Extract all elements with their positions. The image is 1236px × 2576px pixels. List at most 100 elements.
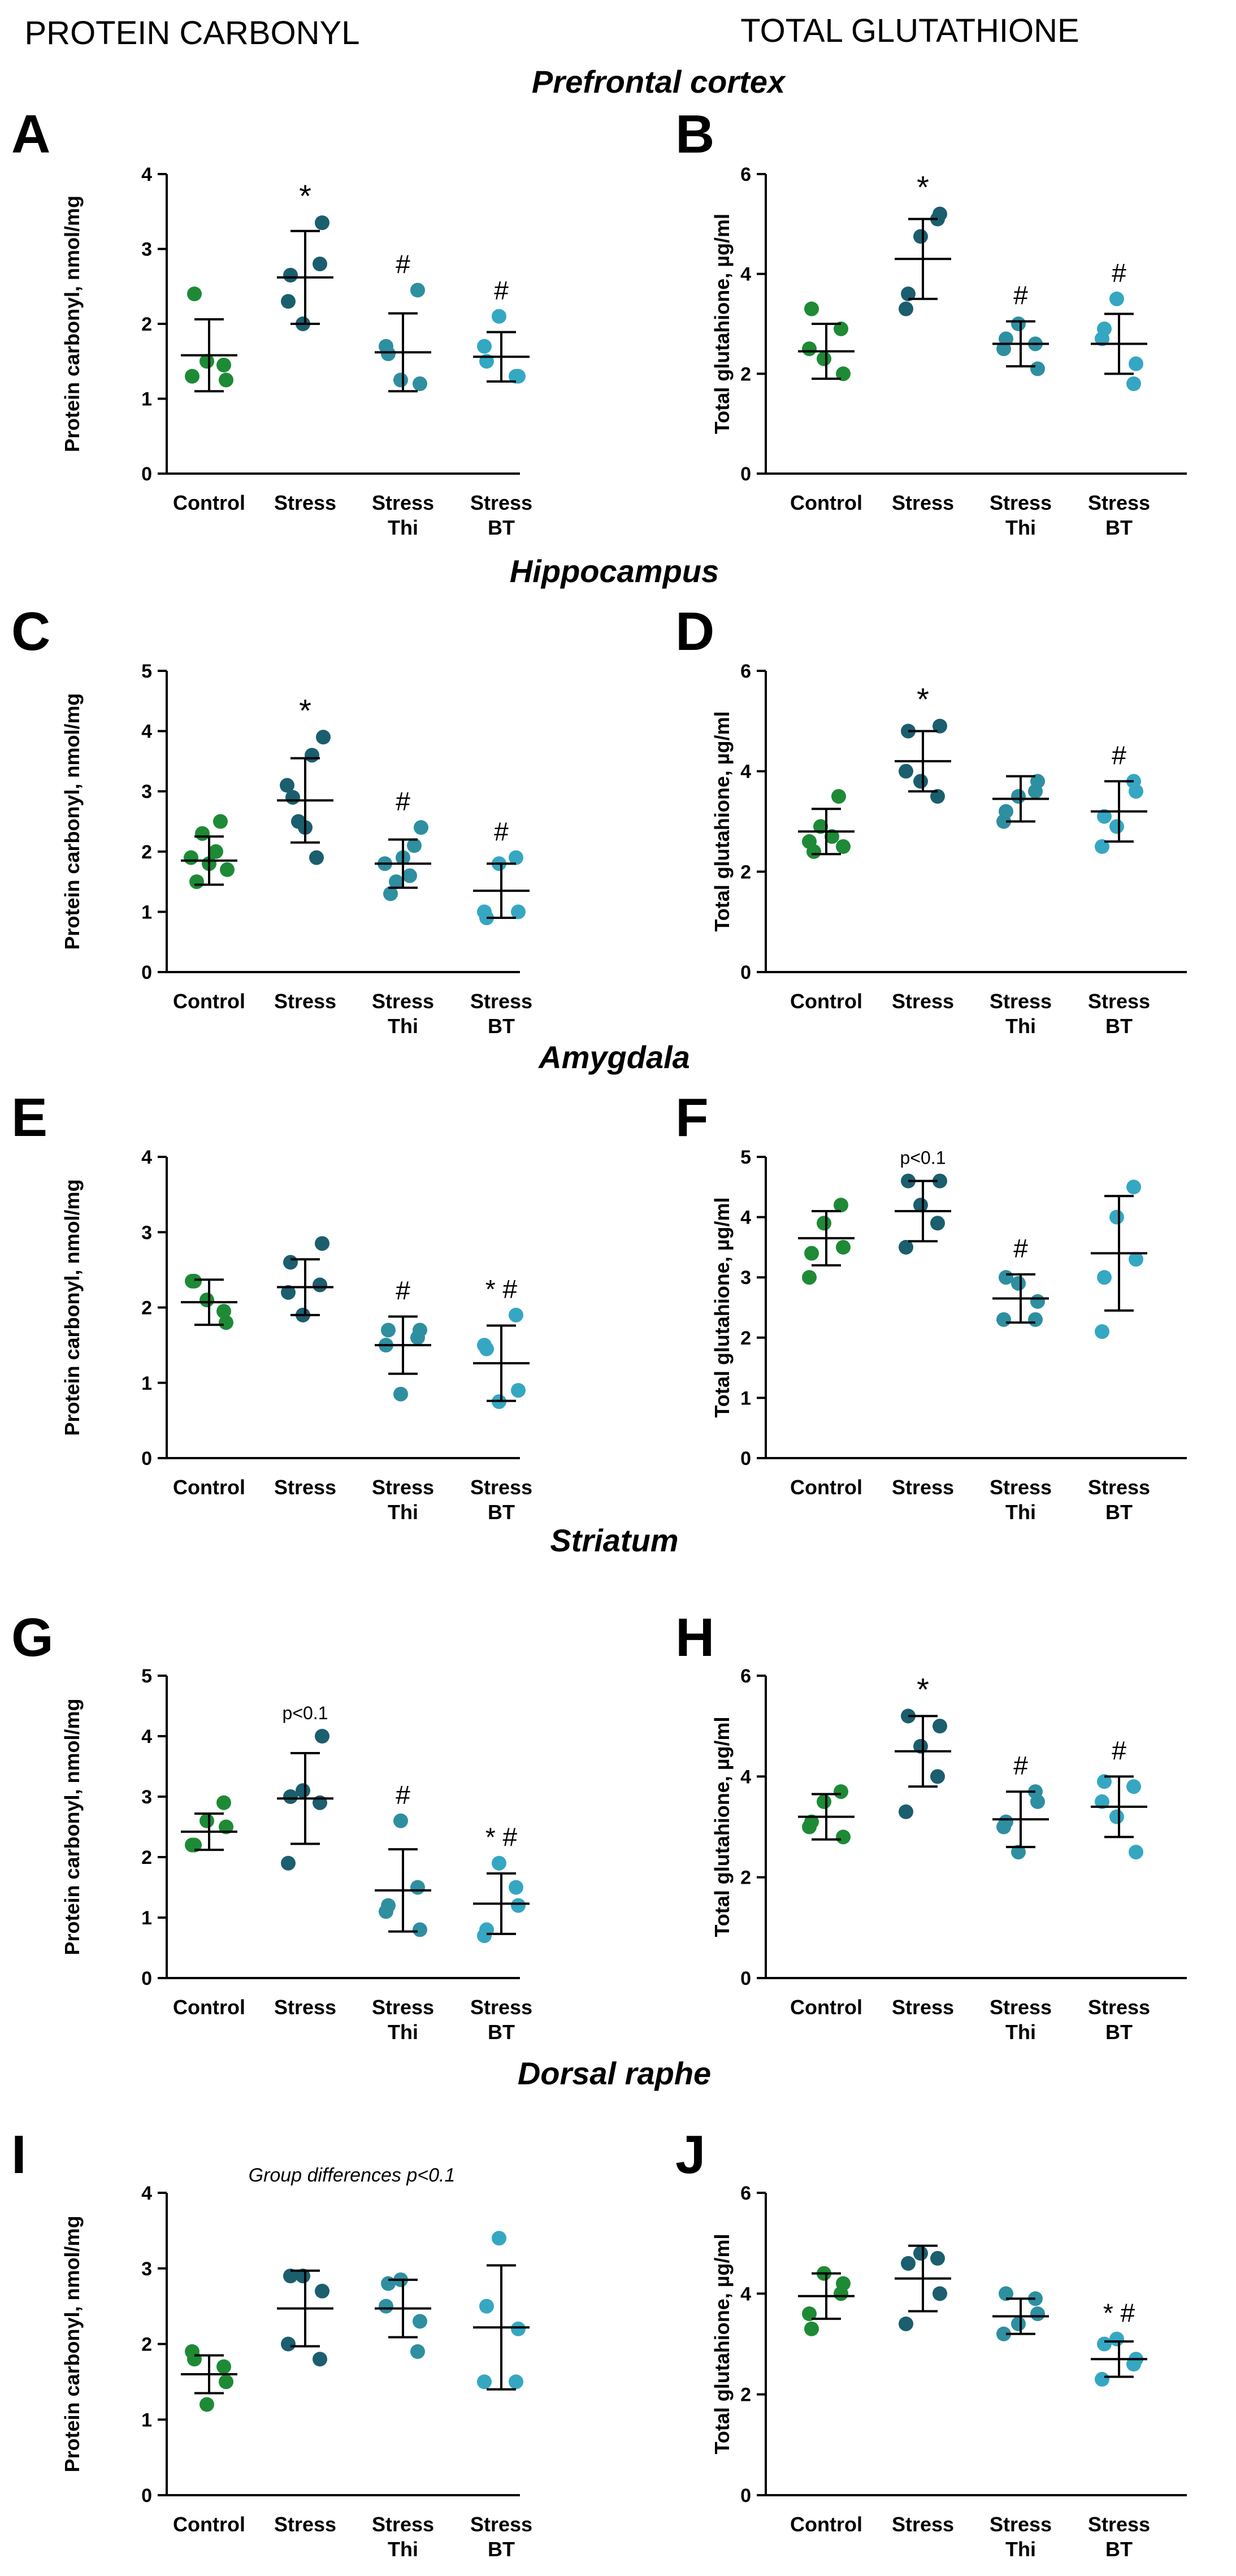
panel-letter-e: E	[11, 1087, 47, 1148]
data-point-stress-thi	[1030, 2306, 1045, 2321]
region-title-hippocampus: Hippocampus	[510, 553, 719, 589]
x-tick-label-stress-thi: Stress	[990, 1476, 1052, 1499]
data-point-stress-bt	[1097, 2336, 1112, 2352]
data-point-stress	[315, 1236, 329, 1251]
x-tick-label-control: Control	[173, 990, 245, 1013]
x-tick-label-stress-bt: Stress	[1088, 1476, 1150, 1499]
data-point-control	[195, 826, 210, 841]
x-tick-label-stress-bt: Stress	[1088, 1996, 1150, 2019]
data-point-stress-bt	[477, 2374, 492, 2389]
x-tick-label-stress: Stress	[274, 2513, 336, 2536]
x-tick-label-stress-bt: Stress	[470, 491, 532, 514]
x-tick-label-control: Control	[790, 2513, 862, 2536]
data-point-stress-bt	[1126, 2357, 1141, 2372]
x-tick-label-stress-thi: Stress	[372, 491, 434, 514]
data-point-stress-thi	[1028, 784, 1043, 799]
data-point-stress-thi	[410, 283, 425, 298]
x-tick-label-control: Control	[173, 2513, 245, 2536]
data-point-stress	[930, 1769, 945, 1784]
x-tick-label-control: Control	[790, 1996, 862, 2019]
data-point-stress-bt	[511, 1383, 526, 1398]
data-point-stress	[930, 1216, 945, 1231]
data-point-control	[184, 850, 198, 865]
data-point-stress	[281, 2336, 296, 2352]
data-point-stress-bt	[1095, 839, 1109, 854]
data-point-stress-thi	[996, 2326, 1011, 2341]
data-point-control	[806, 844, 821, 859]
data-point-stress-thi	[402, 868, 417, 883]
x-tick-label-stress: Stress	[274, 491, 336, 514]
data-point-stress-thi	[381, 346, 396, 361]
y-tick-label: 6	[740, 2183, 751, 2204]
y-tick-label: 2	[141, 314, 152, 335]
y-axis-label: Protein carbonyl, nmol/mg	[60, 1698, 84, 1955]
y-tick-label: 2	[141, 1847, 152, 1868]
data-point-control	[834, 2286, 848, 2301]
y-tick-label: 0	[740, 1968, 751, 1989]
data-point-stress-thi	[1011, 1276, 1026, 1291]
data-point-stress	[899, 301, 913, 316]
data-point-control	[804, 1246, 819, 1261]
significance-annotation-stress-bt: #	[1112, 258, 1126, 288]
significance-annotation-stress: *	[917, 682, 929, 717]
data-point-stress-bt	[1109, 2331, 1124, 2347]
panel-letter-g: G	[11, 1607, 54, 1668]
data-point-stress	[913, 1738, 928, 1754]
y-tick-label: 4	[141, 721, 152, 743]
x-tick-label-stress-thi: Stress	[990, 491, 1052, 514]
data-point-stress-thi	[999, 1814, 1013, 1829]
significance-annotation-stress-thi: #	[396, 1276, 410, 1305]
y-tick-label: 4	[141, 2183, 152, 2204]
data-point-control	[804, 2321, 819, 2336]
data-point-stress	[281, 1285, 296, 1300]
significance-annotation-stress-thi: #	[1013, 1751, 1028, 1780]
y-axis-label: Protein carbonyl, nmol/mg	[60, 1179, 84, 1436]
data-point-stress	[305, 748, 319, 763]
significance-annotation-stress-thi: #	[396, 249, 410, 279]
x-tick-label-stress-bt: BT	[1105, 2020, 1133, 2044]
significance-annotation-stress: p<0.1	[900, 1148, 946, 1168]
data-point-control	[213, 814, 228, 829]
data-point-control	[836, 1829, 851, 1845]
y-tick-label: 4	[740, 2283, 751, 2305]
data-point-control	[200, 1813, 214, 1828]
y-axis-label: Total glutahione, µg/ml	[710, 1197, 734, 1417]
data-point-stress-thi	[410, 2344, 425, 2359]
data-point-stress-thi	[381, 2276, 396, 2291]
data-point-control	[834, 1784, 848, 1799]
x-tick-label-stress: Stress	[892, 2513, 954, 2536]
data-point-control	[200, 2397, 214, 2412]
data-point-stress	[281, 294, 296, 309]
significance-annotation-stress: *	[299, 178, 311, 214]
x-tick-label-stress-bt: Stress	[470, 2513, 532, 2536]
y-tick-label: 4	[141, 1147, 152, 1168]
data-point-stress-bt	[492, 1855, 506, 1871]
data-point-stress-thi	[1028, 1312, 1043, 1327]
data-point-control	[200, 354, 214, 369]
x-tick-label-stress-thi: Thi	[388, 2020, 418, 2044]
region-title-prefrontal-cortex: Prefrontal cortex	[532, 64, 787, 99]
data-point-control	[187, 1273, 202, 1289]
data-point-stress	[313, 1277, 327, 1293]
x-tick-label-stress-bt: BT	[488, 2020, 515, 2044]
data-point-stress-thi	[1030, 1294, 1045, 1309]
data-point-control	[834, 1198, 848, 1213]
region-title-dorsal-raphe: Dorsal raphe	[518, 2055, 711, 2091]
x-tick-label-stress: Stress	[274, 990, 336, 1013]
data-point-stress	[901, 287, 916, 301]
significance-annotation-stress-thi: #	[1013, 1234, 1028, 1263]
x-tick-label-stress-bt: BT	[488, 1501, 515, 1524]
data-point-control	[220, 862, 235, 877]
data-point-stress-thi	[413, 376, 427, 391]
data-point-stress	[283, 2269, 298, 2284]
y-tick-label: 1	[141, 389, 152, 410]
data-point-stress-thi	[381, 1898, 396, 1913]
x-tick-label-control: Control	[173, 1476, 245, 1499]
y-axis-label: Total glutahione, µg/ml	[710, 2234, 734, 2454]
y-tick-label: 4	[141, 1726, 152, 1747]
panel-letter-a: A	[11, 104, 50, 164]
data-point-stress	[899, 2316, 913, 2331]
y-tick-label: 3	[141, 1786, 152, 1808]
y-tick-label: 2	[740, 1867, 751, 1889]
data-point-control	[216, 1795, 231, 1810]
